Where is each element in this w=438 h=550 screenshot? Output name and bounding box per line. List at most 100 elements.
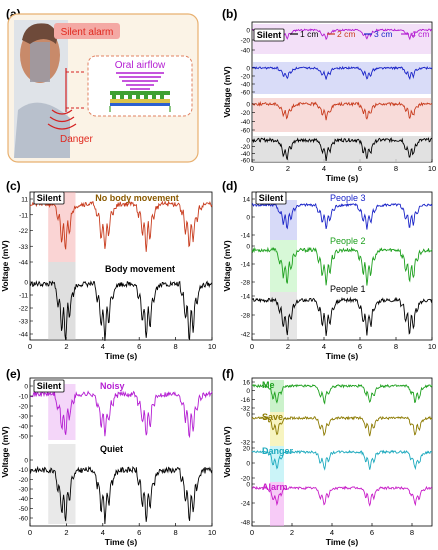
silent-tag-label: Silent	[37, 381, 62, 391]
y-axis-label: Voltage (mV)	[0, 426, 10, 477]
series-label-save: Save	[262, 412, 283, 422]
x-tick-label: 10	[208, 342, 216, 351]
oral-airflow-inset: Oral airflow	[87, 55, 193, 117]
panel-e-letter: (e)	[6, 367, 21, 381]
series-line-danger	[251, 449, 433, 471]
y-tick-label: 0	[24, 458, 28, 465]
y-tick-label: -10	[19, 467, 29, 474]
series-label-body-movement: Body movement	[105, 264, 175, 274]
series-line-1cm	[251, 137, 432, 161]
panel-c-chart: 0 2 4 6 8 10 Time (s) Voltage (mV) 11 -11 -22 -33 -4…	[0, 191, 216, 361]
y-axis-label: Voltage (mV)	[222, 426, 232, 477]
y-tick-label: -22	[19, 306, 29, 313]
y-tick-label: -60	[19, 516, 29, 523]
y-tick-label: -60	[241, 90, 251, 97]
silent-alarm-label: Silent alarm	[61, 27, 114, 38]
y-tick-label: 0	[24, 280, 28, 287]
x-tick-label: 8	[174, 342, 178, 351]
y-tick-label: -50	[19, 434, 29, 441]
panel-f-letter: (f)	[222, 367, 234, 381]
x-tick-label: 8	[394, 164, 398, 173]
x-tick-label: 0	[250, 342, 254, 351]
y-tick-label: -20	[19, 477, 29, 484]
silent-window-1	[270, 200, 297, 240]
x-tick-label: 10	[428, 342, 436, 351]
y-tick-label: 0	[246, 412, 250, 419]
y-tick-label: -14	[241, 262, 251, 269]
panel-d-letter: (d)	[222, 179, 237, 193]
silent-window-me	[270, 380, 284, 412]
y-tick-label: -20	[241, 144, 251, 151]
series-line-people-1	[251, 296, 433, 336]
x-tick-label: 4	[322, 342, 326, 351]
y-tick-label: 0	[246, 388, 250, 395]
series-band	[253, 62, 431, 94]
y-tick-label: 11	[21, 197, 28, 204]
y-tick-label: -20	[241, 476, 251, 483]
legend-entry: 4 cm	[411, 29, 429, 39]
silent-tag-box	[255, 191, 287, 205]
x-tick-label: 4	[101, 528, 105, 537]
y-tick-label: -33	[19, 319, 29, 326]
panel-b-letter: (b)	[222, 7, 237, 21]
y-tick-label: 0	[246, 244, 250, 251]
y-tick-label: 0	[246, 215, 250, 222]
series-line-people-3	[251, 202, 433, 230]
silent-window-save	[270, 412, 284, 446]
series-label-people-2: People 2	[330, 236, 366, 246]
y-tick-label: -44	[19, 332, 29, 339]
y-tick-label: -11	[19, 212, 28, 219]
y-tick-label: -22	[19, 228, 29, 235]
y-tick-label: -24	[241, 501, 251, 508]
y-tick-label: -20	[19, 404, 29, 411]
x-tick-label: 0	[250, 528, 254, 537]
y-axis-label: Voltage (mV)	[222, 240, 232, 291]
x-tick-label: 0	[28, 342, 32, 351]
x-tick-label: 4	[330, 528, 334, 537]
x-axis-label: Time (s)	[326, 351, 359, 361]
x-tick-label: 2	[286, 164, 290, 173]
y-tick-label: 14	[243, 197, 251, 204]
y-tick-label: 0	[246, 102, 250, 109]
y-tick-label: -60	[241, 158, 251, 165]
y-tick-label: -20	[241, 38, 251, 45]
y-tick-label: -28	[241, 313, 251, 320]
danger-arrows	[47, 109, 77, 130]
x-tick-label: 6	[358, 342, 362, 351]
plot-frame	[251, 191, 433, 341]
y-tick-label: 0	[246, 461, 250, 468]
x-axis-label: Time (s)	[105, 351, 138, 361]
series-line-no-body-movement	[29, 199, 213, 252]
sensor-layers	[109, 91, 171, 112]
silent-alarm-tag: Silent alarm	[54, 23, 120, 39]
series-label-no-body-movement: No body movement	[95, 193, 179, 203]
silent-tag-label: Silent	[37, 193, 62, 203]
panel-e-chart: 0 2 4 6 8 10 Time (s) Voltage (mV) 0 -10 -20 -30 -40…	[0, 377, 216, 547]
silent-tag-box	[253, 28, 285, 42]
x-tick-label: 0	[28, 528, 32, 537]
panel-c-letter: (c)	[6, 179, 21, 193]
plot-frame	[29, 191, 213, 341]
series-line-noisy	[29, 389, 213, 439]
y-tick-label: -28	[241, 280, 251, 287]
y-tick-label: -42	[241, 332, 251, 339]
x-axis-label: Time (s)	[326, 537, 359, 547]
series-line-me	[251, 383, 433, 405]
series-label-noisy: Noisy	[100, 381, 125, 391]
series-label-me: Me	[262, 380, 275, 390]
x-tick-label: 4	[322, 164, 326, 173]
x-tick-label: 4	[101, 342, 105, 351]
x-tick-label: 2	[286, 342, 290, 351]
series-line-2cm	[251, 100, 433, 121]
y-tick-label: -10	[19, 394, 29, 401]
y-tick-label: -50	[19, 506, 29, 513]
x-axis-label: Time (s)	[105, 537, 138, 547]
x-tick-label: 10	[428, 164, 436, 173]
y-tick-label: -33	[19, 244, 29, 251]
y-tick-label: -40	[241, 82, 251, 89]
y-tick-label: -40	[19, 424, 29, 431]
legend-entry: 2 cm	[337, 29, 355, 39]
